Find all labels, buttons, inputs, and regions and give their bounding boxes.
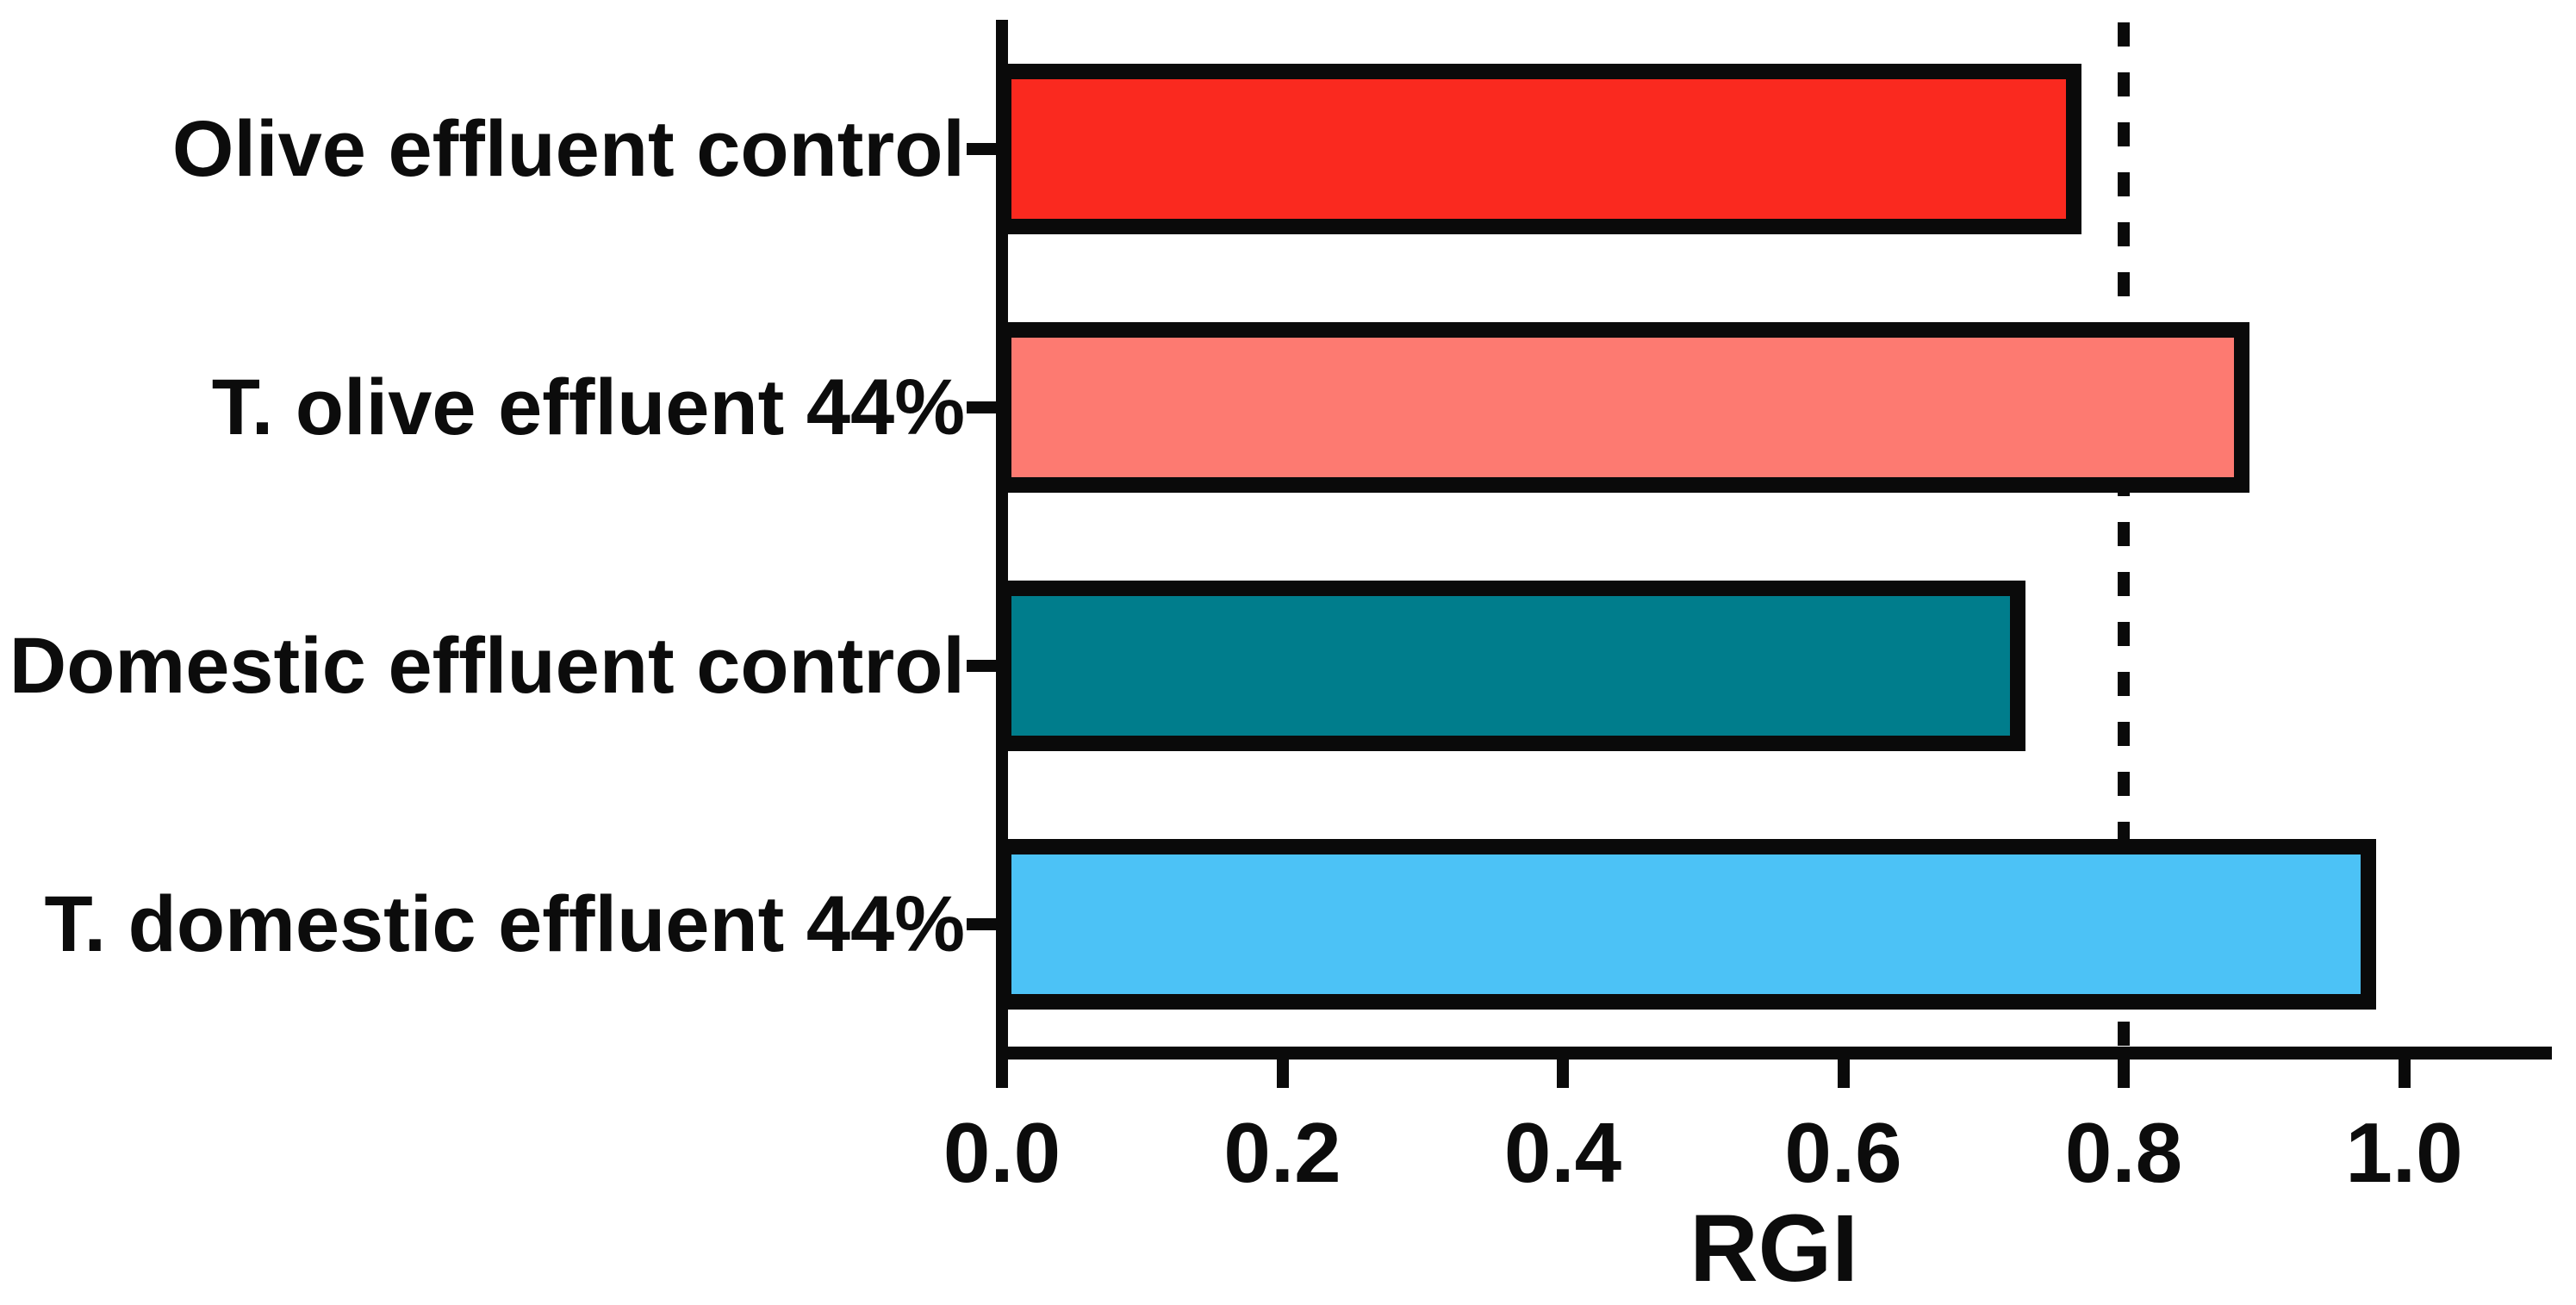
x-tick-label: 0.4 <box>1503 1105 1622 1200</box>
x-tick <box>996 1060 1008 1088</box>
x-tick <box>1557 1060 1569 1088</box>
bar <box>996 839 2376 1010</box>
category-label: T. olive effluent 44% <box>211 364 965 451</box>
category-label: Olive effluent control <box>171 105 965 193</box>
x-tick-label: 0.2 <box>1223 1105 1341 1200</box>
bar <box>996 322 2250 493</box>
y-axis-line <box>996 20 1008 1087</box>
x-tick-label: 0.0 <box>943 1105 1061 1200</box>
bar <box>996 581 2026 751</box>
category-tick <box>967 918 996 930</box>
category-tick <box>967 660 996 672</box>
x-tick-label: 0.6 <box>1784 1105 1902 1200</box>
x-tick-label: 1.0 <box>2345 1105 2463 1200</box>
x-tick <box>2118 1060 2130 1088</box>
bar <box>996 64 2082 234</box>
category-tick <box>967 143 996 155</box>
x-axis-title: RGI <box>1689 1196 1858 1302</box>
x-tick <box>1276 1060 1289 1088</box>
x-tick-label: 0.8 <box>2064 1105 2183 1200</box>
x-tick <box>1837 1060 1850 1088</box>
category-label: Domestic effluent control <box>9 622 965 710</box>
x-axis-line <box>996 1047 2552 1060</box>
category-tick <box>967 401 996 413</box>
x-tick <box>2398 1060 2411 1088</box>
category-label: T. domestic effluent 44% <box>44 880 965 968</box>
reference-dashed-line <box>2118 22 2130 1047</box>
